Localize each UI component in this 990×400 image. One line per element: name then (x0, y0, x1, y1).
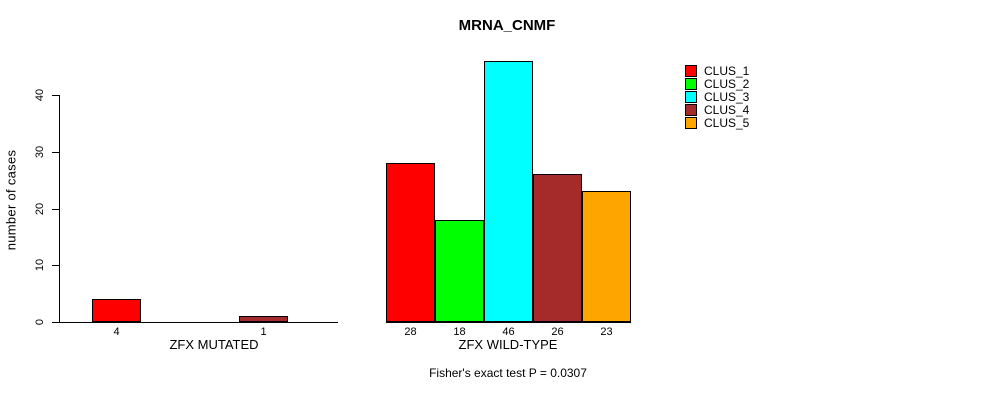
y-axis-tick (52, 95, 59, 96)
bar-value-label: 18 (453, 326, 466, 338)
legend: CLUS_1 CLUS_2 CLUS_3 CLUS_4 CLUS_5 (685, 65, 749, 130)
y-tick-label: 20 (34, 202, 46, 215)
legend-label: CLUS_1 (704, 64, 750, 78)
y-tick-label: 40 (34, 88, 46, 102)
y-tick-label: 10 (34, 259, 46, 272)
x-axis-baseline (59, 322, 338, 323)
legend-label: CLUS_3 (704, 90, 750, 104)
bar-value-label: 1 (260, 326, 267, 338)
bar-value-label: 46 (502, 326, 515, 338)
y-axis-label: number of cases (3, 149, 19, 251)
bar-value-label: 4 (113, 326, 120, 338)
bar-clus_4 (533, 174, 582, 322)
legend-swatch-icon (685, 117, 697, 129)
bar-clus_5 (582, 191, 631, 322)
y-tick-label: 0 (34, 318, 46, 326)
annotation-text: Fisher's exact test P = 0.0307 (429, 366, 587, 380)
y-axis-tick (52, 208, 59, 210)
legend-item: CLUS_1 (685, 65, 749, 77)
chart-title: MRNA_CNMF (458, 17, 556, 34)
legend-item: CLUS_4 (685, 104, 749, 116)
legend-swatch-icon (685, 91, 697, 103)
y-axis-tick (52, 322, 59, 323)
legend-swatch-icon (685, 65, 697, 77)
y-axis-line (59, 95, 60, 323)
bar-value-label: 26 (551, 326, 564, 338)
bar-value-label: 28 (404, 326, 417, 338)
y-tick-label: 30 (34, 145, 46, 158)
legend-label: CLUS_2 (704, 77, 750, 91)
legend-item: CLUS_2 (685, 78, 749, 90)
bar-clus_4 (239, 316, 288, 322)
bar-value-label: 23 (600, 326, 613, 338)
legend-swatch-icon (685, 78, 697, 90)
legend-swatch-icon (685, 104, 697, 116)
bar-clus_3 (484, 60, 533, 322)
legend-label: CLUS_5 (704, 116, 750, 130)
x-axis-baseline (386, 322, 631, 323)
x-group-label-zfx-mutated: ZFX MUTATED (169, 337, 259, 352)
bar-clus_2 (435, 219, 484, 322)
bar-clus_1 (386, 163, 435, 322)
legend-item: CLUS_3 (685, 91, 749, 103)
x-group-label-zfx-wild-type: ZFX WILD-TYPE (458, 337, 558, 352)
y-axis-tick (52, 265, 59, 267)
y-axis-tick (52, 151, 59, 153)
legend-item: CLUS_5 (685, 117, 749, 129)
bar-clus_1 (92, 299, 141, 322)
legend-label: CLUS_4 (704, 103, 750, 117)
